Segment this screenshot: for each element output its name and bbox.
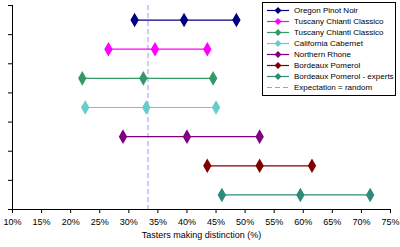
svg-text:Tasters making distinction (%): Tasters making distinction (%) — [142, 230, 262, 240]
svg-text:15%: 15% — [33, 217, 51, 227]
svg-text:45%: 45% — [207, 217, 225, 227]
html-text:Bordeaux Pomerol: Bordeaux Pomerol — [294, 61, 361, 70]
html-text:Expectation = random: Expectation = random — [294, 83, 372, 92]
svg-text:35%: 35% — [149, 217, 167, 227]
svg-text:60%: 60% — [294, 217, 312, 227]
svg-text:75%: 75% — [381, 217, 399, 227]
html-text:California Cabernet: California Cabernet — [294, 39, 363, 48]
svg-text:70%: 70% — [352, 217, 370, 227]
svg-text:10%: 10% — [3, 217, 21, 227]
svg-text:55%: 55% — [265, 217, 283, 227]
svg-text:40%: 40% — [178, 217, 196, 227]
html-text:Tuscany Chianti Classico: Tuscany Chianti Classico — [294, 28, 384, 37]
html-text:Oregon Pinot Noir: Oregon Pinot Noir — [294, 6, 358, 15]
svg-text:25%: 25% — [91, 217, 109, 227]
svg-text:50%: 50% — [236, 217, 254, 227]
html-text:Tuscany Chianti Classico: Tuscany Chianti Classico — [294, 17, 384, 26]
svg-text:20%: 20% — [62, 217, 80, 227]
svg-text:65%: 65% — [323, 217, 341, 227]
svg-text:30%: 30% — [120, 217, 138, 227]
html-text:Northern Rhone: Northern Rhone — [294, 50, 351, 59]
html-text:Bordeaux Pomerol - experts: Bordeaux Pomerol - experts — [294, 72, 394, 81]
